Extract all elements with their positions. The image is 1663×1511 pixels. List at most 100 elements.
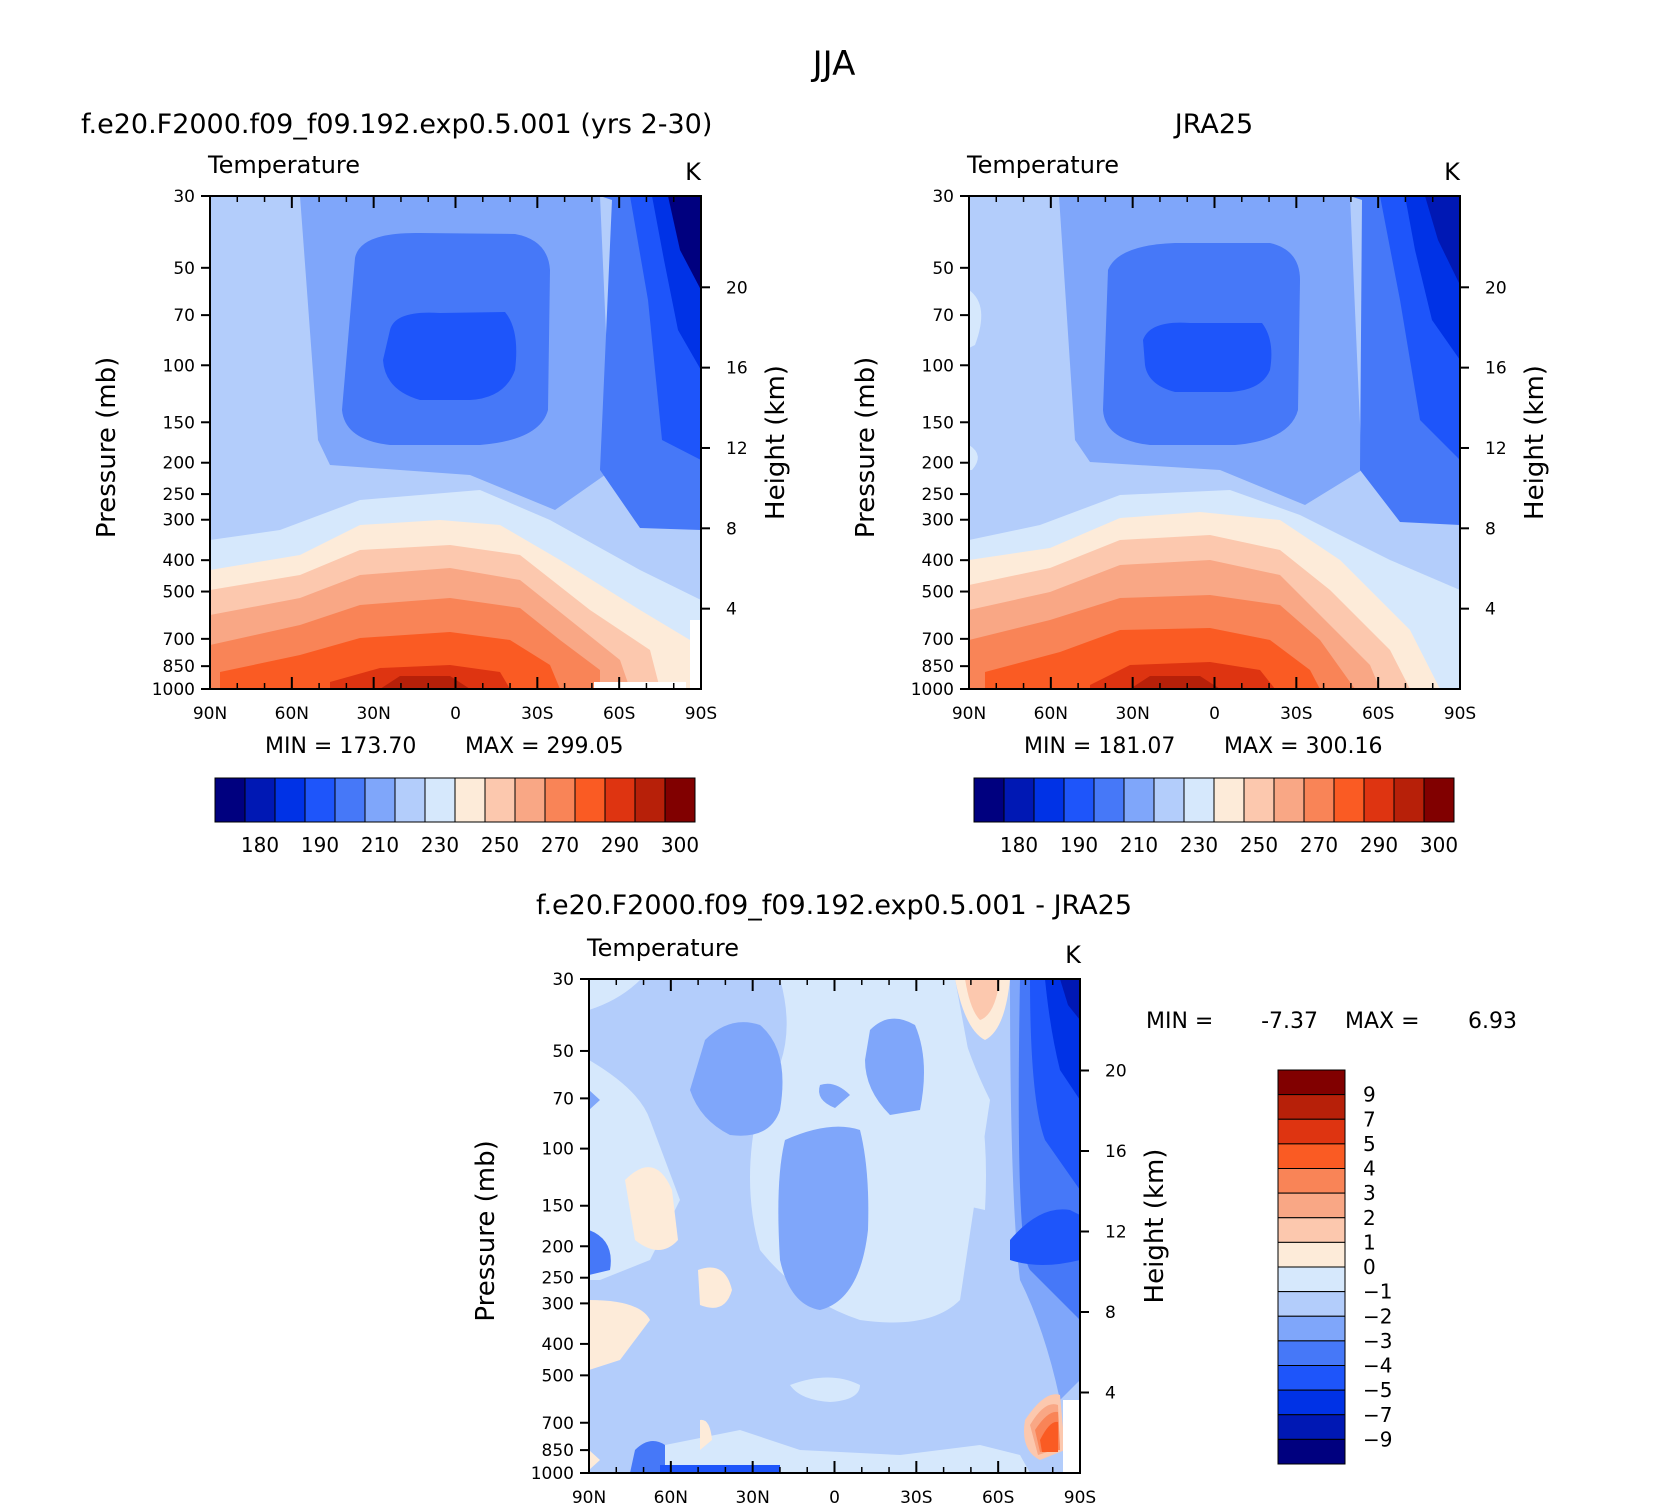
diff-height-tick-label: 8 <box>1105 1303 1116 1323</box>
diff-colorbar-swatch <box>1277 1414 1346 1440</box>
obs-y-tick-label: 850 <box>922 657 954 677</box>
diff-height-tick-label: 20 <box>1105 1061 1127 1081</box>
panel-diff-max-value: 6.93 <box>1468 1009 1517 1034</box>
diff-y-tick-label: 500 <box>542 1366 574 1386</box>
panel-model: f.e20.F2000.f09_f09.192.exp0.5.001 (yrs … <box>81 109 791 857</box>
panel-obs-min: MIN = 181.07 <box>1024 734 1175 759</box>
obs-y-tick-label: 500 <box>922 583 954 603</box>
diff-colorbar-swatch <box>1277 1217 1346 1243</box>
diff-colorbar-label: 5 <box>1363 1132 1376 1156</box>
obs-x-tick-label: 90S <box>1444 704 1476 724</box>
diff-colorbar-label: −5 <box>1363 1378 1392 1402</box>
diff-colorbar-label: 2 <box>1363 1206 1376 1230</box>
model-x-tick-label: 0 <box>450 704 461 724</box>
obs-colorbar-swatch <box>1423 777 1455 823</box>
obs-colorbar-swatch <box>1093 777 1125 823</box>
obs-colorbar-swatch <box>973 777 1005 823</box>
diff-colorbar-swatch <box>1277 1168 1346 1194</box>
panel-obs-units: K <box>1444 158 1461 186</box>
diff-x-tick-label: 0 <box>829 1488 840 1508</box>
model-x-tick-label: 60N <box>275 704 309 724</box>
diff-colorbar-label: −3 <box>1363 1329 1392 1353</box>
model-colorbar-label: 190 <box>301 833 339 857</box>
diff-y-tick-label: 30 <box>552 970 574 990</box>
obs-y-tick-label: 400 <box>922 551 954 571</box>
model-y-tick-label: 1000 <box>152 680 195 700</box>
model-y-tick-label: 50 <box>173 259 195 279</box>
diff-colorbar-swatch <box>1277 1365 1346 1391</box>
model-colorbar-swatch <box>484 777 516 823</box>
model-colorbar-swatch <box>394 777 426 823</box>
obs-colorbar-label: 190 <box>1060 833 1098 857</box>
obs-colorbar-swatch <box>1153 777 1185 823</box>
model-colorbar-swatch <box>634 777 666 823</box>
diff-colorbar-swatch <box>1277 1340 1346 1366</box>
model-height-axis-label: Height (km) <box>761 365 791 520</box>
diff-x-tick-label: 30N <box>735 1488 769 1508</box>
figure-title: JJA <box>811 44 856 84</box>
model-colorbar-label: 300 <box>661 833 699 857</box>
panel-model-min: MIN = 173.70 <box>265 734 416 759</box>
panel-model-contours <box>210 196 701 689</box>
diff-colorbar-swatch <box>1277 1143 1346 1169</box>
diff-colorbar-label: −4 <box>1363 1354 1392 1378</box>
obs-height-axis-label: Height (km) <box>1520 365 1550 520</box>
diff-y-tick-label: 250 <box>542 1269 574 1289</box>
obs-height-tick-label: 12 <box>1485 439 1507 459</box>
model-colorbar-label: 180 <box>241 833 279 857</box>
obs-height-tick-label: 20 <box>1485 278 1507 298</box>
obs-colorbar-label: 250 <box>1240 833 1278 857</box>
diff-colorbar-label: −2 <box>1363 1304 1392 1328</box>
obs-colorbar-swatch <box>1243 777 1275 823</box>
diff-colorbar-swatch <box>1277 1094 1346 1120</box>
diff-y-tick-label: 150 <box>542 1197 574 1217</box>
model-y-tick-label: 200 <box>163 454 195 474</box>
diff-colorbar-swatch <box>1277 1266 1346 1293</box>
obs-colorbar-swatch <box>1003 777 1035 823</box>
panel-diff-variable: Temperature <box>586 934 739 962</box>
obs-colorbar-swatch <box>1123 777 1155 823</box>
diff-height-tick-label: 16 <box>1105 1142 1127 1162</box>
model-colorbar-label: 230 <box>421 833 459 857</box>
diff-colorbar-swatch <box>1277 1389 1346 1416</box>
model-colorbar-swatch <box>214 777 246 823</box>
diff-x-tick-label: 60S <box>982 1488 1014 1508</box>
obs-colorbar-swatch <box>1033 777 1065 823</box>
diff-x-tick-label: 60N <box>654 1488 688 1508</box>
diff-colorbar-label: −9 <box>1363 1427 1392 1451</box>
obs-x-tick-label: 60S <box>1362 704 1394 724</box>
model-x-tick-label: 30S <box>521 704 553 724</box>
panel-model-units: K <box>685 158 702 186</box>
obs-colorbar-label: 290 <box>1360 833 1398 857</box>
panel-diff-min-label: MIN = <box>1146 1009 1213 1034</box>
model-y-tick-label: 70 <box>173 306 195 326</box>
obs-colorbar-label: 230 <box>1180 833 1218 857</box>
diff-colorbar-label: −7 <box>1363 1403 1392 1427</box>
model-colorbar-swatch <box>454 777 486 823</box>
diff-y-axis-label: Pressure (mb) <box>471 1140 501 1321</box>
diff-colorbar-label: 1 <box>1363 1230 1376 1254</box>
obs-colorbar-swatch <box>1063 777 1095 823</box>
model-colorbar-swatch <box>244 777 276 823</box>
diff-colorbar-swatch <box>1277 1315 1346 1342</box>
diff-x-tick-label: 30S <box>900 1488 932 1508</box>
model-height-tick-label: 20 <box>726 278 748 298</box>
diff-colorbar-swatch <box>1277 1241 1346 1268</box>
diff-height-tick-label: 4 <box>1105 1383 1116 1403</box>
obs-x-tick-label: 0 <box>1209 704 1220 724</box>
model-colorbar-label: 250 <box>481 833 519 857</box>
diff-y-tick-label: 300 <box>542 1294 574 1314</box>
panel-model-variable: Temperature <box>207 151 360 179</box>
obs-colorbar-swatch <box>1303 777 1335 823</box>
diff-y-tick-label: 1000 <box>531 1464 574 1484</box>
obs-y-tick-label: 1000 <box>911 680 954 700</box>
obs-colorbar-label: 270 <box>1300 833 1338 857</box>
model-y-axis-label: Pressure (mb) <box>92 357 122 538</box>
model-colorbar-swatch <box>304 777 336 823</box>
model-colorbar-swatch <box>604 777 636 823</box>
panel-diff-title: f.e20.F2000.f09_f09.192.exp0.5.001 - JRA… <box>536 890 1132 921</box>
obs-x-tick-label: 90N <box>952 704 986 724</box>
model-y-tick-label: 100 <box>163 356 195 376</box>
